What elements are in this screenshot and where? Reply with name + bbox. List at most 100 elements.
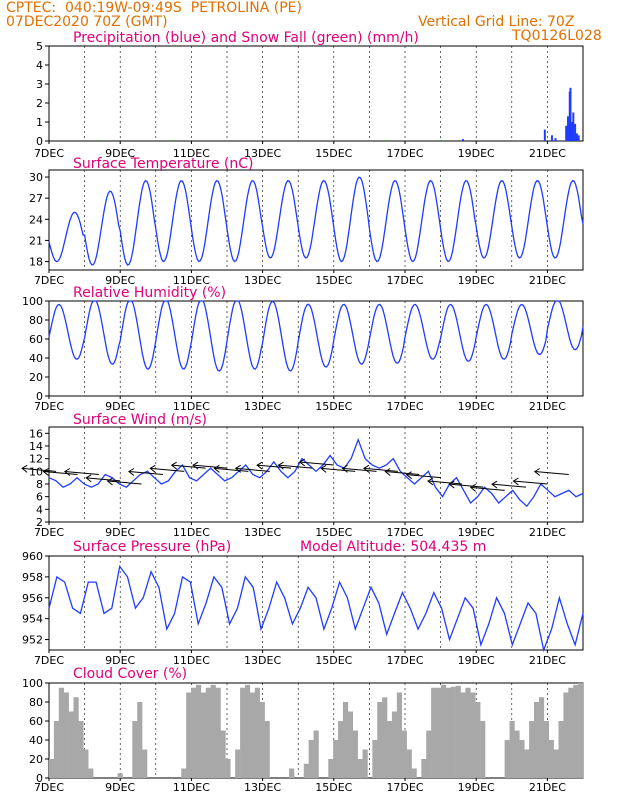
x-tick-label: 15DEC [315, 400, 352, 413]
panel-temp: 18 21 24 27 30 7DEC 9DEC 11DEC 13DEC 15DEC 17DEC 19… [29, 156, 584, 287]
y-tick-label: 24 [29, 213, 43, 226]
plot-frame [48, 426, 584, 523]
cloud-bar [352, 730, 358, 778]
cloud-bar [195, 684, 202, 778]
wind-arrow [534, 471, 569, 475]
plot-frame [48, 45, 584, 142]
plot-frame [48, 169, 584, 271]
cloud-bar [259, 702, 265, 778]
wind-arrow-head [469, 483, 476, 492]
y-tick-label: 27 [29, 192, 43, 205]
wind-arrow [107, 480, 142, 485]
cloud-bar [421, 759, 427, 778]
cloud-bar [440, 684, 447, 778]
cloud-bar [514, 730, 520, 778]
cloud-bar [524, 749, 530, 778]
cloud-bar [53, 721, 60, 778]
cloud-bar [254, 687, 260, 778]
y-tick-label: 80 [29, 696, 43, 709]
x-tick-label: 13DEC [244, 526, 281, 539]
wind-arrow [427, 480, 463, 485]
y-tick-label: 6 [36, 491, 43, 504]
cloud-bar [58, 687, 64, 778]
wind-arrow-head [277, 461, 284, 470]
y-tick-label: 40 [29, 352, 43, 365]
x-tick-label: 19DEC [458, 526, 495, 539]
cloud-bar [328, 759, 334, 778]
x-tick-label: 15DEC [315, 781, 352, 794]
cloud-bar [73, 697, 79, 778]
y-tick-label: 20 [29, 753, 43, 766]
wind-arrow [64, 471, 99, 475]
cloud-bar [460, 692, 466, 778]
x-tick-label: 19DEC [458, 274, 495, 287]
cloud-bar [191, 687, 197, 778]
precip-bar [554, 138, 557, 141]
x-tick-label: 9DEC [105, 400, 135, 413]
wind-arrow-head [491, 480, 498, 489]
x-tick-label: 21DEC [529, 781, 566, 794]
precip-bar [461, 139, 464, 141]
wind-arrow-head [512, 477, 519, 486]
x-tick-label: 13DEC [244, 147, 281, 160]
cloud-bar [225, 759, 231, 778]
cloud-bar [543, 721, 550, 778]
x-tick-label: 15DEC [315, 654, 352, 667]
cloud-bar [357, 759, 363, 778]
panel-pres: 952 954 956 958 960 7DEC 9DEC 11DEC 13DEC 15DEC 17… [22, 539, 584, 667]
wind-arrow-head [128, 468, 135, 476]
cloud-bar [132, 721, 138, 778]
y-tick-label: 4 [36, 59, 43, 72]
y-tick-label: 2 [36, 97, 43, 110]
cloud-bar [303, 763, 309, 778]
cloud-bar [186, 692, 192, 778]
wind-arrow-head [405, 471, 412, 480]
cloud-bar [553, 749, 559, 778]
cloud-bar [538, 697, 545, 778]
cloud-bar [338, 721, 344, 778]
precip-bar [572, 112, 575, 141]
panel-subtitle: Model Altitude: 504.435 m [300, 539, 486, 555]
x-tick-label: 11DEC [173, 781, 210, 794]
y-tick-label: 1 [36, 116, 43, 129]
wind-arrow-head [42, 468, 49, 476]
panel-title: Relative Humidity (%) [73, 285, 226, 301]
panel-title: Surface Temperature (nC) [73, 156, 254, 172]
wind-arrow [43, 471, 78, 475]
wind-arrow-head [363, 464, 370, 473]
cloud-bar [480, 721, 486, 778]
wind-arrow [171, 464, 206, 469]
cloud-bar [377, 702, 383, 778]
x-tick-label: 11DEC [173, 526, 210, 539]
cloud-bar [387, 721, 393, 778]
wind-arrow [470, 486, 505, 491]
cloud-bar [426, 730, 432, 778]
precip-bar [440, 140, 443, 142]
x-tick-label: 15DEC [315, 526, 352, 539]
cloud-bar [436, 687, 442, 778]
cloud-bar [529, 721, 535, 778]
wind-arrow-head [341, 464, 348, 473]
x-tick-label: 7DEC [34, 781, 64, 794]
y-tick-label: 0 [36, 390, 43, 403]
cloud-bar [205, 687, 211, 778]
cloud-bar [249, 692, 256, 778]
cloud-bar [450, 686, 456, 778]
wind-arrow-head [234, 464, 242, 473]
wind-arrow-head [192, 461, 199, 470]
wind-arrow [235, 467, 270, 472]
cloud-bar [347, 711, 354, 778]
precip-bar [95, 140, 98, 142]
cloud-bar [558, 721, 564, 778]
cloud-bar [568, 687, 574, 778]
header-date: 07DEC2020 70Z (GMT) [6, 14, 168, 30]
x-tick-label: 21DEC [529, 274, 566, 287]
wind-arrow [150, 467, 185, 472]
cloud-bar [142, 749, 148, 778]
wind-arrow-head [170, 461, 177, 470]
wind-arrow [363, 467, 398, 472]
x-tick-label: 9DEC [105, 274, 135, 287]
cloud-bar [465, 687, 471, 778]
series-line [48, 564, 584, 653]
